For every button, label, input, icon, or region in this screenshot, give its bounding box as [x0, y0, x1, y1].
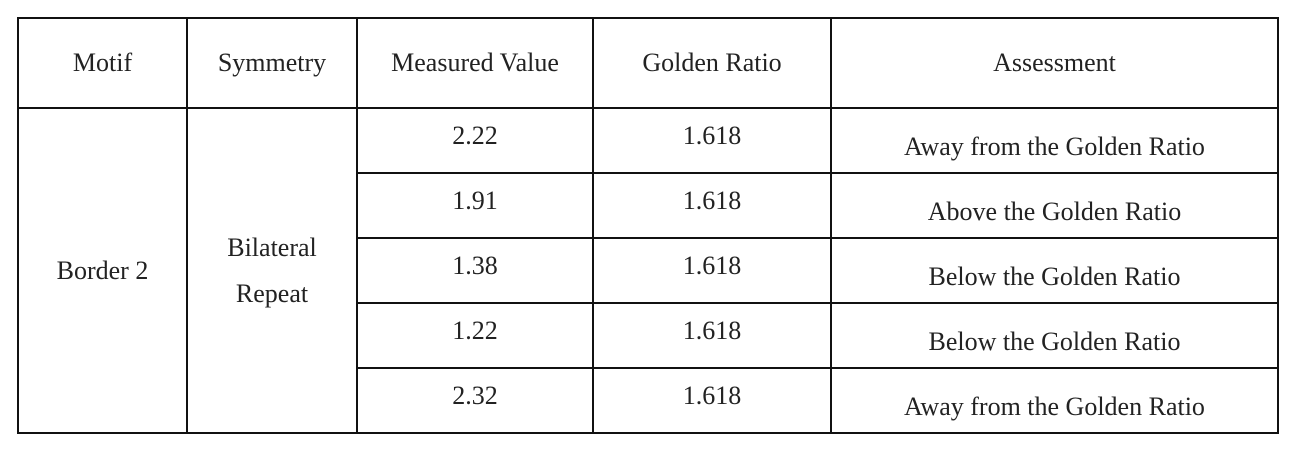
measured-value-cell: 1.38: [356, 237, 594, 304]
measured-value-cell: 1.22: [356, 302, 594, 369]
header-cell: Measured Value: [356, 17, 594, 109]
measured-value-cell: 1.91: [356, 172, 594, 239]
header-cell: Golden Ratio: [592, 17, 832, 109]
golden-ratio-cell: 1.618: [592, 237, 832, 304]
table-row: 2.32 1.618 Away from the Golden Ratio: [18, 367, 1279, 434]
golden-ratio-cell: 1.618: [592, 107, 832, 174]
header-row: Motif Symmetry Measured Value Golden Ratio A…: [17, 17, 1279, 109]
golden-ratio-cell: 1.618: [592, 172, 832, 239]
golden-ratio-cell: 1.618: [592, 302, 832, 369]
golden-ratio-cell: 1.618: [592, 367, 832, 434]
assessment-cell: Above the Golden Ratio: [830, 172, 1279, 239]
data-table: Motif Symmetry Measured Value Golden Ratio A…: [17, 17, 1279, 434]
assessment-cell: Away from the Golden Ratio: [830, 107, 1279, 174]
motif-cell: Border 2: [17, 107, 188, 434]
header-cell: Symmetry: [186, 17, 358, 109]
header-cell: Assessment: [830, 17, 1279, 109]
table-body: Border 2 Bilateral Repeat 2.22 1.618 Away fr…: [17, 107, 1279, 434]
measured-value-cell: 2.32: [356, 367, 594, 434]
table-row: Border 2 Bilateral Repeat 2.22 1.618 Away fr…: [17, 107, 1279, 434]
symmetry-cell: Bilateral Repeat: [186, 107, 358, 434]
assessment-cell: Below the Golden Ratio: [830, 237, 1279, 304]
table-row: 1.22 1.618 Below the Golden Ratio: [18, 302, 1279, 369]
table-row: 1.91 1.618 Above the Golden Ratio: [18, 172, 1279, 239]
table-row: 1.38 1.618 Below the Golden Ratio: [18, 237, 1279, 304]
assessment-cell: Below the Golden Ratio: [830, 302, 1279, 369]
header-cell: Motif: [17, 17, 188, 109]
assessment-cell: Away from the Golden Ratio: [830, 367, 1279, 434]
measured-value-cell: 2.22: [356, 107, 594, 174]
